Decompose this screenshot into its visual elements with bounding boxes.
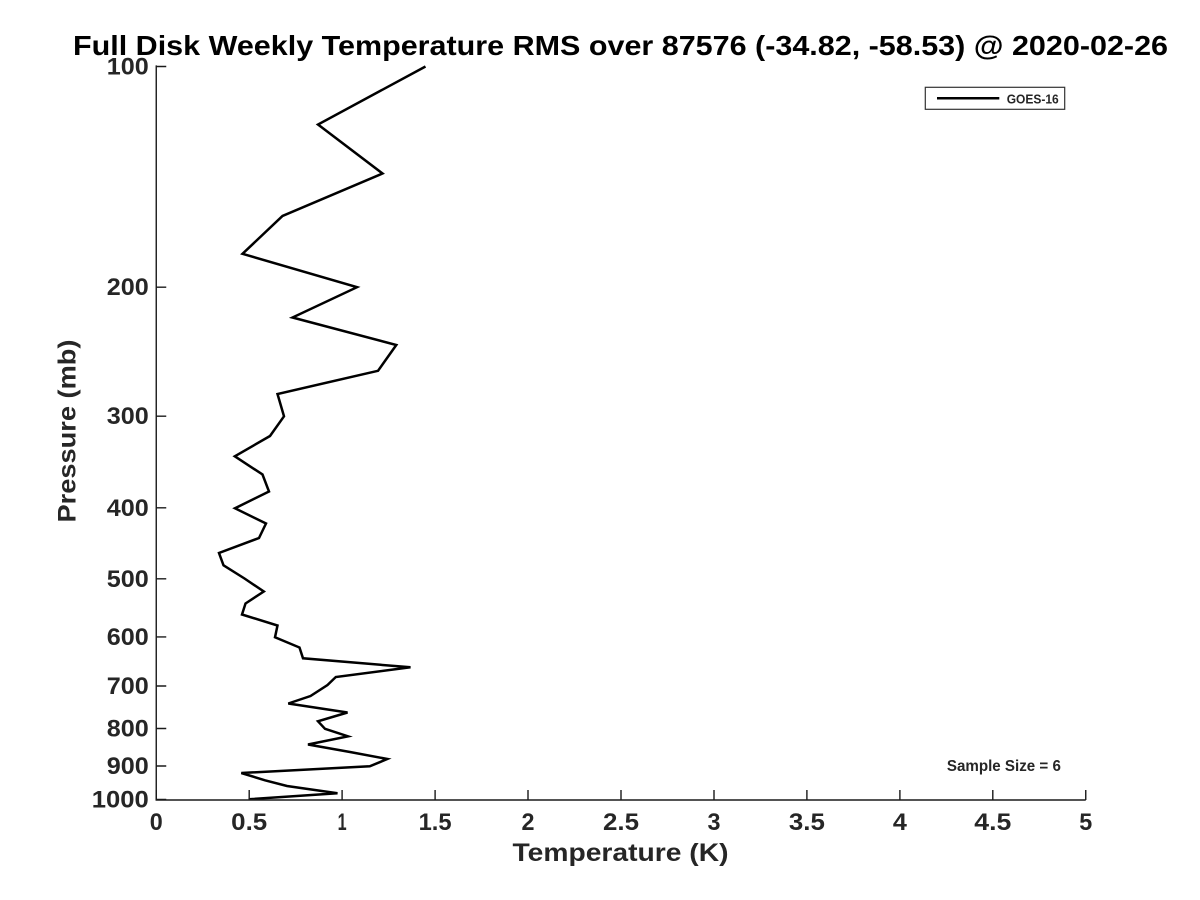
svg-text:GOES-16: GOES-16 [1007,91,1059,106]
svg-text:100: 100 [107,54,149,81]
svg-text:700: 700 [107,673,149,700]
svg-text:4: 4 [893,809,908,836]
svg-text:400: 400 [107,495,149,522]
svg-text:Sample Size = 6: Sample Size = 6 [947,758,1061,775]
svg-text:900: 900 [107,753,149,780]
svg-text:300: 300 [107,403,149,430]
svg-text:200: 200 [107,274,149,301]
svg-text:2.5: 2.5 [603,809,639,836]
svg-text:5: 5 [1079,809,1092,836]
svg-text:1: 1 [338,809,347,836]
svg-text:0.5: 0.5 [231,809,267,836]
svg-text:3.5: 3.5 [789,809,825,836]
svg-text:1.5: 1.5 [419,809,452,836]
svg-text:500: 500 [107,566,149,593]
svg-text:4.5: 4.5 [974,809,1011,836]
svg-text:Full Disk Weekly Temperature R: Full Disk Weekly Temperature RMS over 87… [73,30,1168,61]
svg-text:800: 800 [107,716,149,743]
svg-text:Pressure (mb): Pressure (mb) [54,340,82,523]
svg-text:1000: 1000 [92,787,149,814]
svg-text:3: 3 [708,809,721,836]
svg-text:Temperature (K): Temperature (K) [513,839,729,867]
svg-text:0: 0 [150,809,163,836]
svg-text:2: 2 [522,809,535,836]
svg-text:600: 600 [107,624,149,651]
